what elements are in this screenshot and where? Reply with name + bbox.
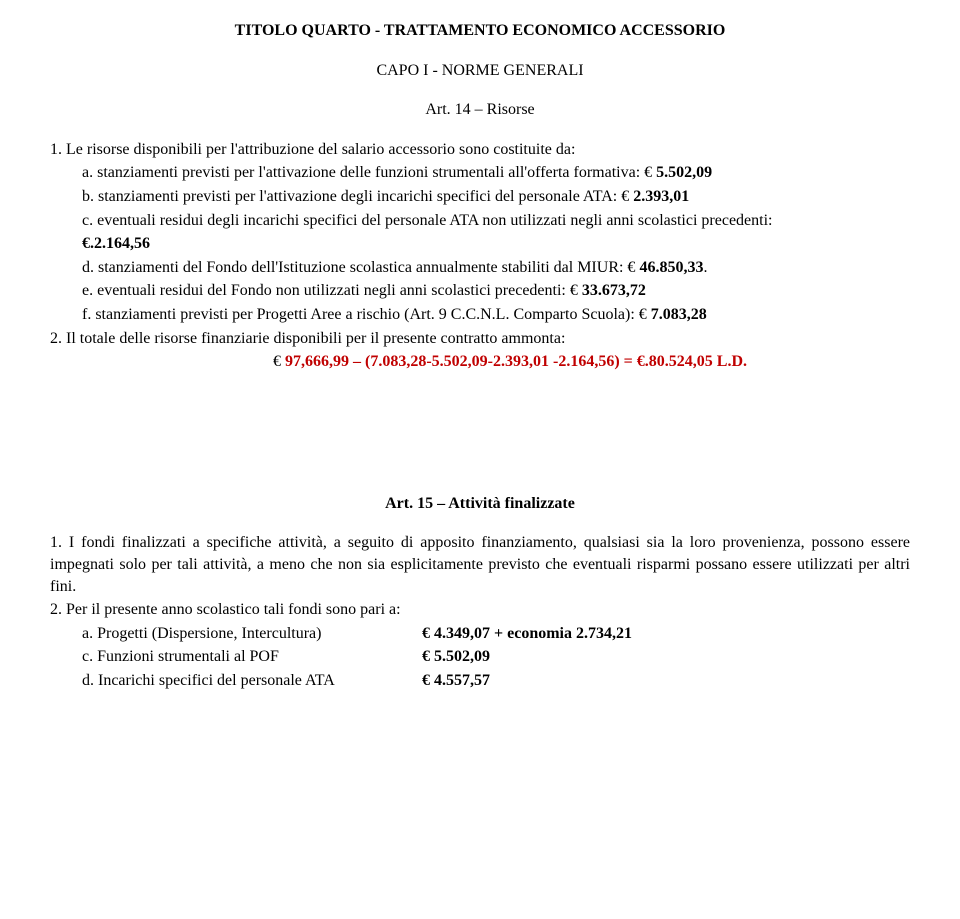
art14-e-val: 33.673,72: [582, 282, 646, 299]
art14-item1-intro: 1. Le risorse disponibili per l'attribuz…: [50, 139, 910, 161]
art14-total-result: €.80.524,05 L.D.: [637, 353, 747, 370]
art14-e: e. eventuali residui del Fondo non utili…: [50, 280, 910, 302]
art15-row-c: c. Funzioni strumentali al POF € 5.502,0…: [82, 646, 910, 668]
art15-a-label: a. Progetti (Dispersione, Intercultura): [82, 623, 422, 645]
art15-d-label: d. Incarichi specifici del personale ATA: [82, 670, 422, 692]
art15-list: a. Progetti (Dispersione, Intercultura) …: [50, 623, 910, 692]
subtitle-capo: CAPO I - NORME GENERALI: [50, 60, 910, 82]
art14-c-text: c. eventuali residui degli incarichi spe…: [82, 212, 772, 229]
art14-total-calc: 97,666,99 – (7.083,28-5.502,09-2.393,01 …: [285, 353, 637, 370]
art14-a-text: a. stanziamenti previsti per l'attivazio…: [82, 164, 656, 181]
art14-a: a. stanziamenti previsti per l'attivazio…: [50, 162, 910, 184]
art14-c: c. eventuali residui degli incarichi spe…: [50, 210, 910, 232]
art14-item2-intro: 2. Il totale delle risorse finanziarie d…: [50, 328, 910, 350]
art15-d-val: € 4.557,57: [422, 670, 490, 692]
art14-d: d. stanziamenti del Fondo dell'Istituzio…: [50, 257, 910, 279]
art14-b-text: b. stanziamenti previsti per l'attivazio…: [82, 188, 633, 205]
art15-p1: 1. I fondi finalizzati a specifiche atti…: [50, 532, 910, 597]
art14-b: b. stanziamenti previsti per l'attivazio…: [50, 186, 910, 208]
art14-b-val: 2.393,01: [633, 188, 689, 205]
art14-f-text: f. stanziamenti previsti per Progetti Ar…: [82, 306, 651, 323]
art15-row-d: d. Incarichi specifici del personale ATA…: [82, 670, 910, 692]
art14-d-val: 46.850,33: [639, 259, 703, 276]
art14-e-text: e. eventuali residui del Fondo non utili…: [82, 282, 582, 299]
art15-c-label: c. Funzioni strumentali al POF: [82, 646, 422, 668]
art14-title: Art. 14 – Risorse: [50, 99, 910, 121]
title-main: TITOLO QUARTO - TRATTAMENTO ECONOMICO AC…: [50, 20, 910, 42]
art14-d-text: d. stanziamenti del Fondo dell'Istituzio…: [82, 259, 639, 276]
art14-c-val: €.2.164,56: [82, 235, 150, 252]
art15-c-val: € 5.502,09: [422, 646, 490, 668]
art14-total-prefix: €: [273, 353, 285, 370]
art14-f-val: 7.083,28: [651, 306, 707, 323]
art15-a-val: € 4.349,07 + economia 2.734,21: [422, 623, 632, 645]
art14-f: f. stanziamenti previsti per Progetti Ar…: [50, 304, 910, 326]
art14-a-val: 5.502,09: [656, 164, 712, 181]
art14-d-dot: .: [703, 259, 707, 276]
art14-c-val-line: €.2.164,56: [50, 233, 910, 255]
art15-row-a: a. Progetti (Dispersione, Intercultura) …: [82, 623, 910, 645]
art15-p2-intro: 2. Per il presente anno scolastico tali …: [50, 599, 910, 621]
art15-title: Art. 15 – Attività finalizzate: [50, 493, 910, 515]
art14-total: € 97,666,99 – (7.083,28-5.502,09-2.393,0…: [50, 351, 910, 373]
